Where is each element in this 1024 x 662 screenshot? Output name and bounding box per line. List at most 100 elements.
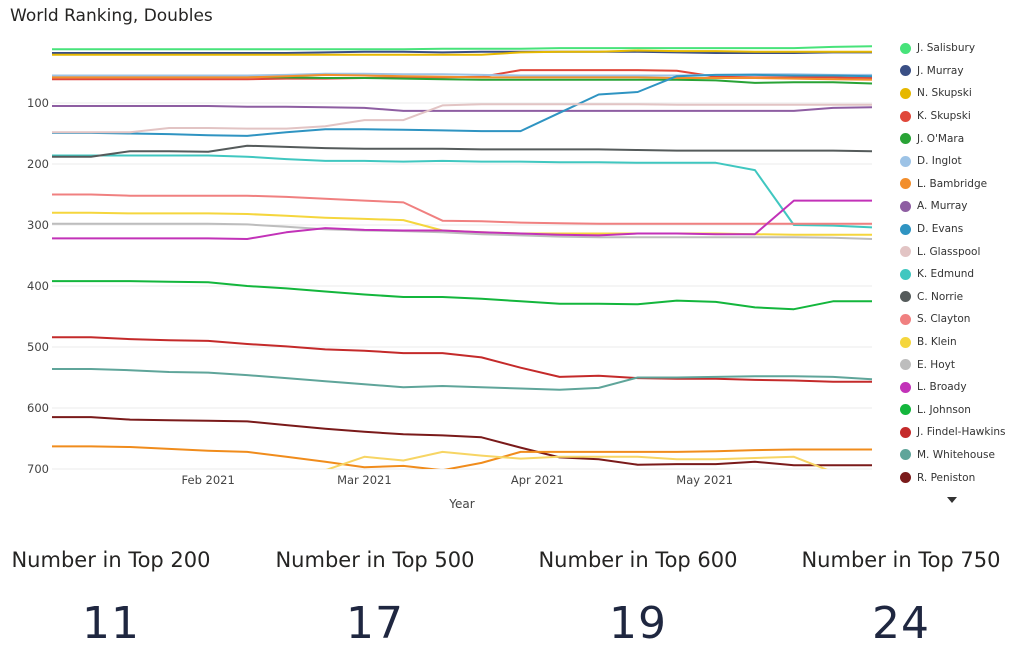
- kpi-value: 17: [346, 598, 404, 649]
- legend-label: J. Findel-Hawkins: [917, 426, 1006, 439]
- series-line-a-murray[interactable]: [52, 105, 873, 112]
- kpi-label: Number in Top 750: [801, 548, 1001, 572]
- legend-item[interactable]: K. Skupski: [900, 105, 1020, 128]
- legend-label: C. Norrie: [917, 290, 964, 303]
- legend-label: J. Salisbury: [917, 42, 976, 55]
- legend-marker: [900, 449, 911, 461]
- legend-item[interactable]: M. Whitehouse: [900, 444, 1020, 467]
- series-line-m-whitehouse[interactable]: [52, 368, 873, 391]
- series-line-j-salisbury[interactable]: [52, 45, 873, 51]
- legend-marker: [900, 381, 911, 393]
- legend-item[interactable]: J. O'Mara: [900, 127, 1020, 150]
- legend-more-icon[interactable]: [947, 497, 957, 503]
- legend-item[interactable]: C. Norrie: [900, 286, 1020, 309]
- legend-label: L. Bambridge: [917, 177, 988, 190]
- legend-marker: [900, 200, 911, 212]
- series-line-l-bambridge[interactable]: [52, 73, 873, 81]
- legend-marker: [900, 336, 911, 348]
- x-axis-title: Year: [448, 497, 474, 511]
- y-tick-label: 600: [27, 401, 49, 415]
- legend-item[interactable]: R. Peniston: [900, 466, 1020, 489]
- y-tick-label: 100: [27, 96, 49, 110]
- legend-label: K. Edmund: [917, 268, 975, 281]
- kpi-label: Number in Top 500: [275, 548, 475, 572]
- legend-marker: [900, 246, 911, 258]
- legend-label: J. Murray: [917, 64, 964, 77]
- legend-label: J. O'Mara: [917, 132, 965, 145]
- legend-label: L. Glasspool: [917, 245, 981, 258]
- kpi-value: 19: [609, 598, 667, 649]
- line-chart[interactable]: 100 200 300 400 500 600 700 Feb 2021 Mar 2021 Apr…: [0, 0, 1024, 520]
- kpi-value: 11: [82, 598, 140, 649]
- series-line-c-norrie[interactable]: [52, 144, 873, 158]
- legend-marker: [900, 42, 911, 54]
- legend-item[interactable]: S. Clayton: [900, 308, 1020, 331]
- kpi-label: Number in Top 200: [11, 548, 211, 572]
- legend-item[interactable]: D. Evans: [900, 218, 1020, 241]
- series-line-hidden-orange[interactable]: [52, 445, 872, 470]
- y-tick-label: 300: [27, 218, 49, 232]
- kpi-value: 24: [872, 598, 930, 649]
- legend-item[interactable]: E. Hoyt: [900, 353, 1020, 376]
- legend-marker: [900, 404, 911, 416]
- legend-label: M. Whitehouse: [917, 448, 995, 461]
- legend-marker: [900, 291, 911, 303]
- legend-item[interactable]: D. Inglot: [900, 150, 1020, 173]
- chart-title: World Ranking, Doubles: [10, 6, 213, 26]
- x-tick-label: Apr 2021: [511, 473, 564, 487]
- legend-marker: [900, 313, 911, 325]
- legend-item[interactable]: N. Skupski: [900, 82, 1020, 105]
- series-line-j-murray[interactable]: [52, 50, 872, 54]
- legend-marker: [900, 87, 911, 99]
- legend-item[interactable]: J. Salisbury: [900, 37, 1020, 60]
- series-line-r-peniston[interactable]: [52, 416, 872, 467]
- legend-label: L. Broady: [917, 381, 967, 394]
- legend-label: N. Skupski: [917, 87, 972, 100]
- legend-label: B. Klein: [917, 336, 957, 349]
- series-line-n-skupski[interactable]: [52, 49, 872, 56]
- legend-label: R. Peniston: [917, 471, 976, 484]
- legend-item[interactable]: J. Murray: [900, 60, 1020, 83]
- legend-item[interactable]: L. Bambridge: [900, 173, 1020, 196]
- legend-marker: [900, 133, 911, 145]
- series-line-l-glasspool[interactable]: [52, 103, 872, 134]
- legend-label: D. Inglot: [917, 155, 962, 168]
- legend-marker: [900, 155, 911, 167]
- legend-item[interactable]: A. Murray: [900, 195, 1020, 218]
- y-tick-label: 200: [27, 157, 49, 171]
- legend-item[interactable]: B. Klein: [900, 331, 1020, 354]
- kpi-top-500: Number in Top 500 17: [250, 548, 500, 649]
- legend-label: A. Murray: [917, 200, 968, 213]
- x-tick-label: May 2021: [676, 473, 733, 487]
- series-line-s-clayton[interactable]: [52, 193, 872, 225]
- legend-item[interactable]: L. Broady: [900, 376, 1020, 399]
- y-tick-label: 500: [27, 340, 49, 354]
- legend-item[interactable]: J. Findel-Hawkins: [900, 421, 1020, 444]
- series-line-l-broady[interactable]: [52, 199, 872, 240]
- legend-label: K. Skupski: [917, 110, 971, 123]
- legend-label: S. Clayton: [917, 313, 971, 326]
- kpi-top-600: Number in Top 600 19: [513, 548, 763, 649]
- kpi-label: Number in Top 600: [538, 548, 738, 572]
- x-tick-label: Feb 2021: [182, 473, 235, 487]
- legend-label: D. Evans: [917, 223, 964, 236]
- series-line-d-evans[interactable]: [52, 73, 873, 137]
- kpi-top-750: Number in Top 750 24: [776, 548, 1024, 649]
- legend-marker: [900, 268, 911, 280]
- series-group: [52, 45, 873, 472]
- legend-marker: [900, 65, 911, 77]
- legend-item[interactable]: L. Glasspool: [900, 240, 1020, 263]
- legend-item[interactable]: K. Edmund: [900, 263, 1020, 286]
- legend-item[interactable]: L. Johnson: [900, 399, 1020, 422]
- kpi-top-200: Number in Top 200 11: [0, 548, 236, 649]
- legend-marker: [900, 359, 911, 371]
- legend-marker: [900, 426, 911, 438]
- series-line-l-johnson[interactable]: [52, 280, 872, 311]
- series-line-k-edmund[interactable]: [52, 154, 873, 229]
- legend-label: L. Johnson: [917, 403, 971, 416]
- series-line-j-findel-hawkins[interactable]: [52, 336, 872, 383]
- series-line-hidden-yellow[interactable]: [325, 450, 833, 472]
- y-tick-label: 700: [27, 462, 49, 476]
- legend-label: E. Hoyt: [917, 358, 955, 371]
- series-line-e-hoyt[interactable]: [52, 222, 873, 240]
